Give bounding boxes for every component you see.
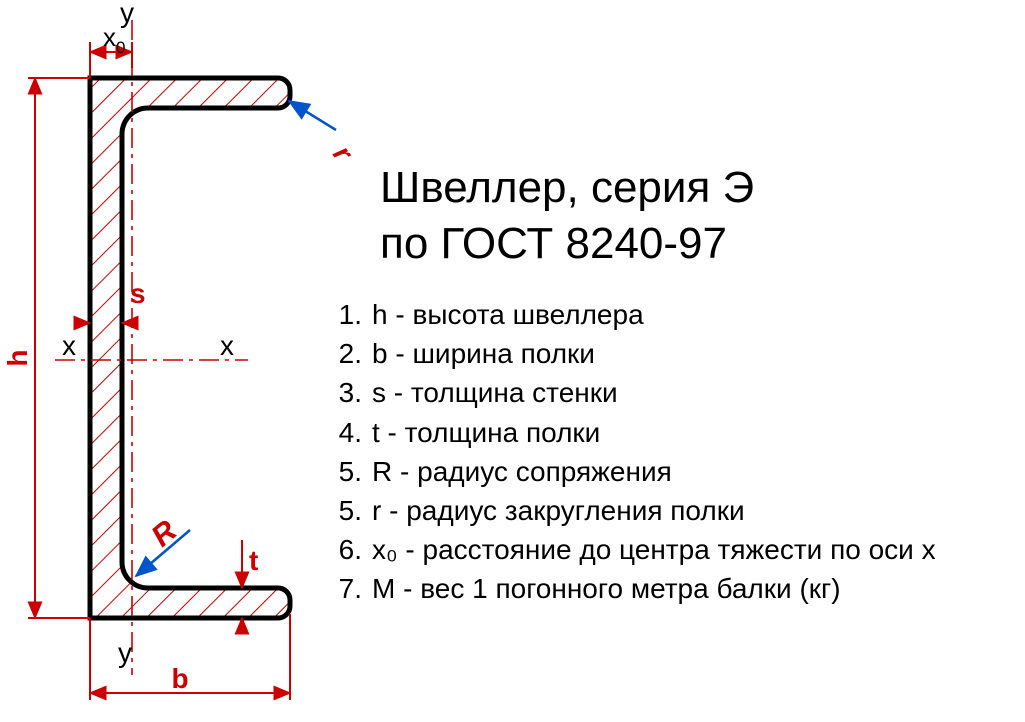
legend-row: 5.R - радиус сопряжения (320, 452, 936, 491)
label-t: t (249, 545, 258, 576)
dim-h: h (2, 78, 90, 618)
label-x-left: x (62, 330, 76, 361)
legend-row: 7.M - вес 1 погонного метра балки (кг) (320, 569, 936, 608)
label-b: b (171, 663, 188, 694)
label-x-right: x (220, 330, 234, 361)
legend-row: 6.x₀ - расстояние до центра тяжести по о… (320, 530, 936, 569)
document-title: Швеллер, серия Э по ГОСТ 8240-97 (380, 160, 754, 273)
channel-profile-outline (90, 78, 290, 618)
label-x0: x (103, 22, 116, 52)
legend-row: 2.b - ширина полки (320, 334, 936, 373)
label-R: R (145, 514, 183, 553)
legend-row: 3.s - толщина стенки (320, 373, 936, 412)
dim-R: R (136, 514, 190, 576)
dim-r: r (289, 101, 360, 168)
title-line-1: Швеллер, серия Э (380, 160, 754, 216)
label-y-top: y (120, 0, 134, 28)
label-r: r (327, 140, 360, 168)
label-y-bottom: y (118, 637, 132, 668)
title-line-2: по ГОСТ 8240-97 (380, 216, 754, 272)
label-h: h (2, 349, 33, 366)
label-s: s (130, 278, 146, 309)
legend-row: 5.r - радиус закругления полки (320, 491, 936, 530)
legend-row: 4.t - толщина полки (320, 413, 936, 452)
legend-row: 1.h - высота швеллера (320, 295, 936, 334)
parameter-legend: 1.h - высота швеллера 2.b - ширина полки… (320, 295, 936, 609)
dim-x0: x0 (90, 22, 132, 78)
